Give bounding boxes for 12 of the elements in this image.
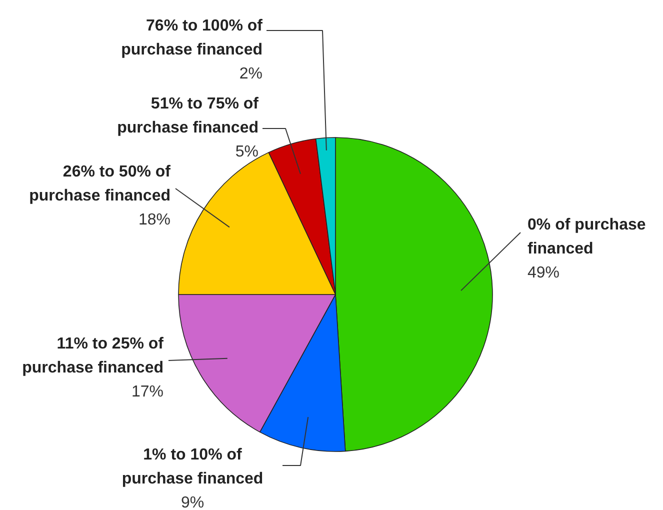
slice-label: 11% to 25% of purchase financed [22, 336, 164, 376]
slice-label: 1% to 10% of purchase financed [122, 446, 264, 488]
data-label: 17% [131, 384, 164, 400]
slice-label: 51% to 75% of purchase financed [117, 96, 260, 136]
data-label: 9% [180, 494, 204, 510]
data-label: 2% [239, 66, 262, 82]
slice-label: 76% to 100% of purchase financed [121, 18, 264, 58]
data-label: 5% [235, 144, 258, 160]
slice-label: 0% of purchase financed [528, 216, 646, 258]
slice-label: 26% to 50% of purchase financed [29, 164, 172, 204]
data-label: 18% [138, 212, 171, 228]
data-label: 49% [528, 264, 560, 282]
